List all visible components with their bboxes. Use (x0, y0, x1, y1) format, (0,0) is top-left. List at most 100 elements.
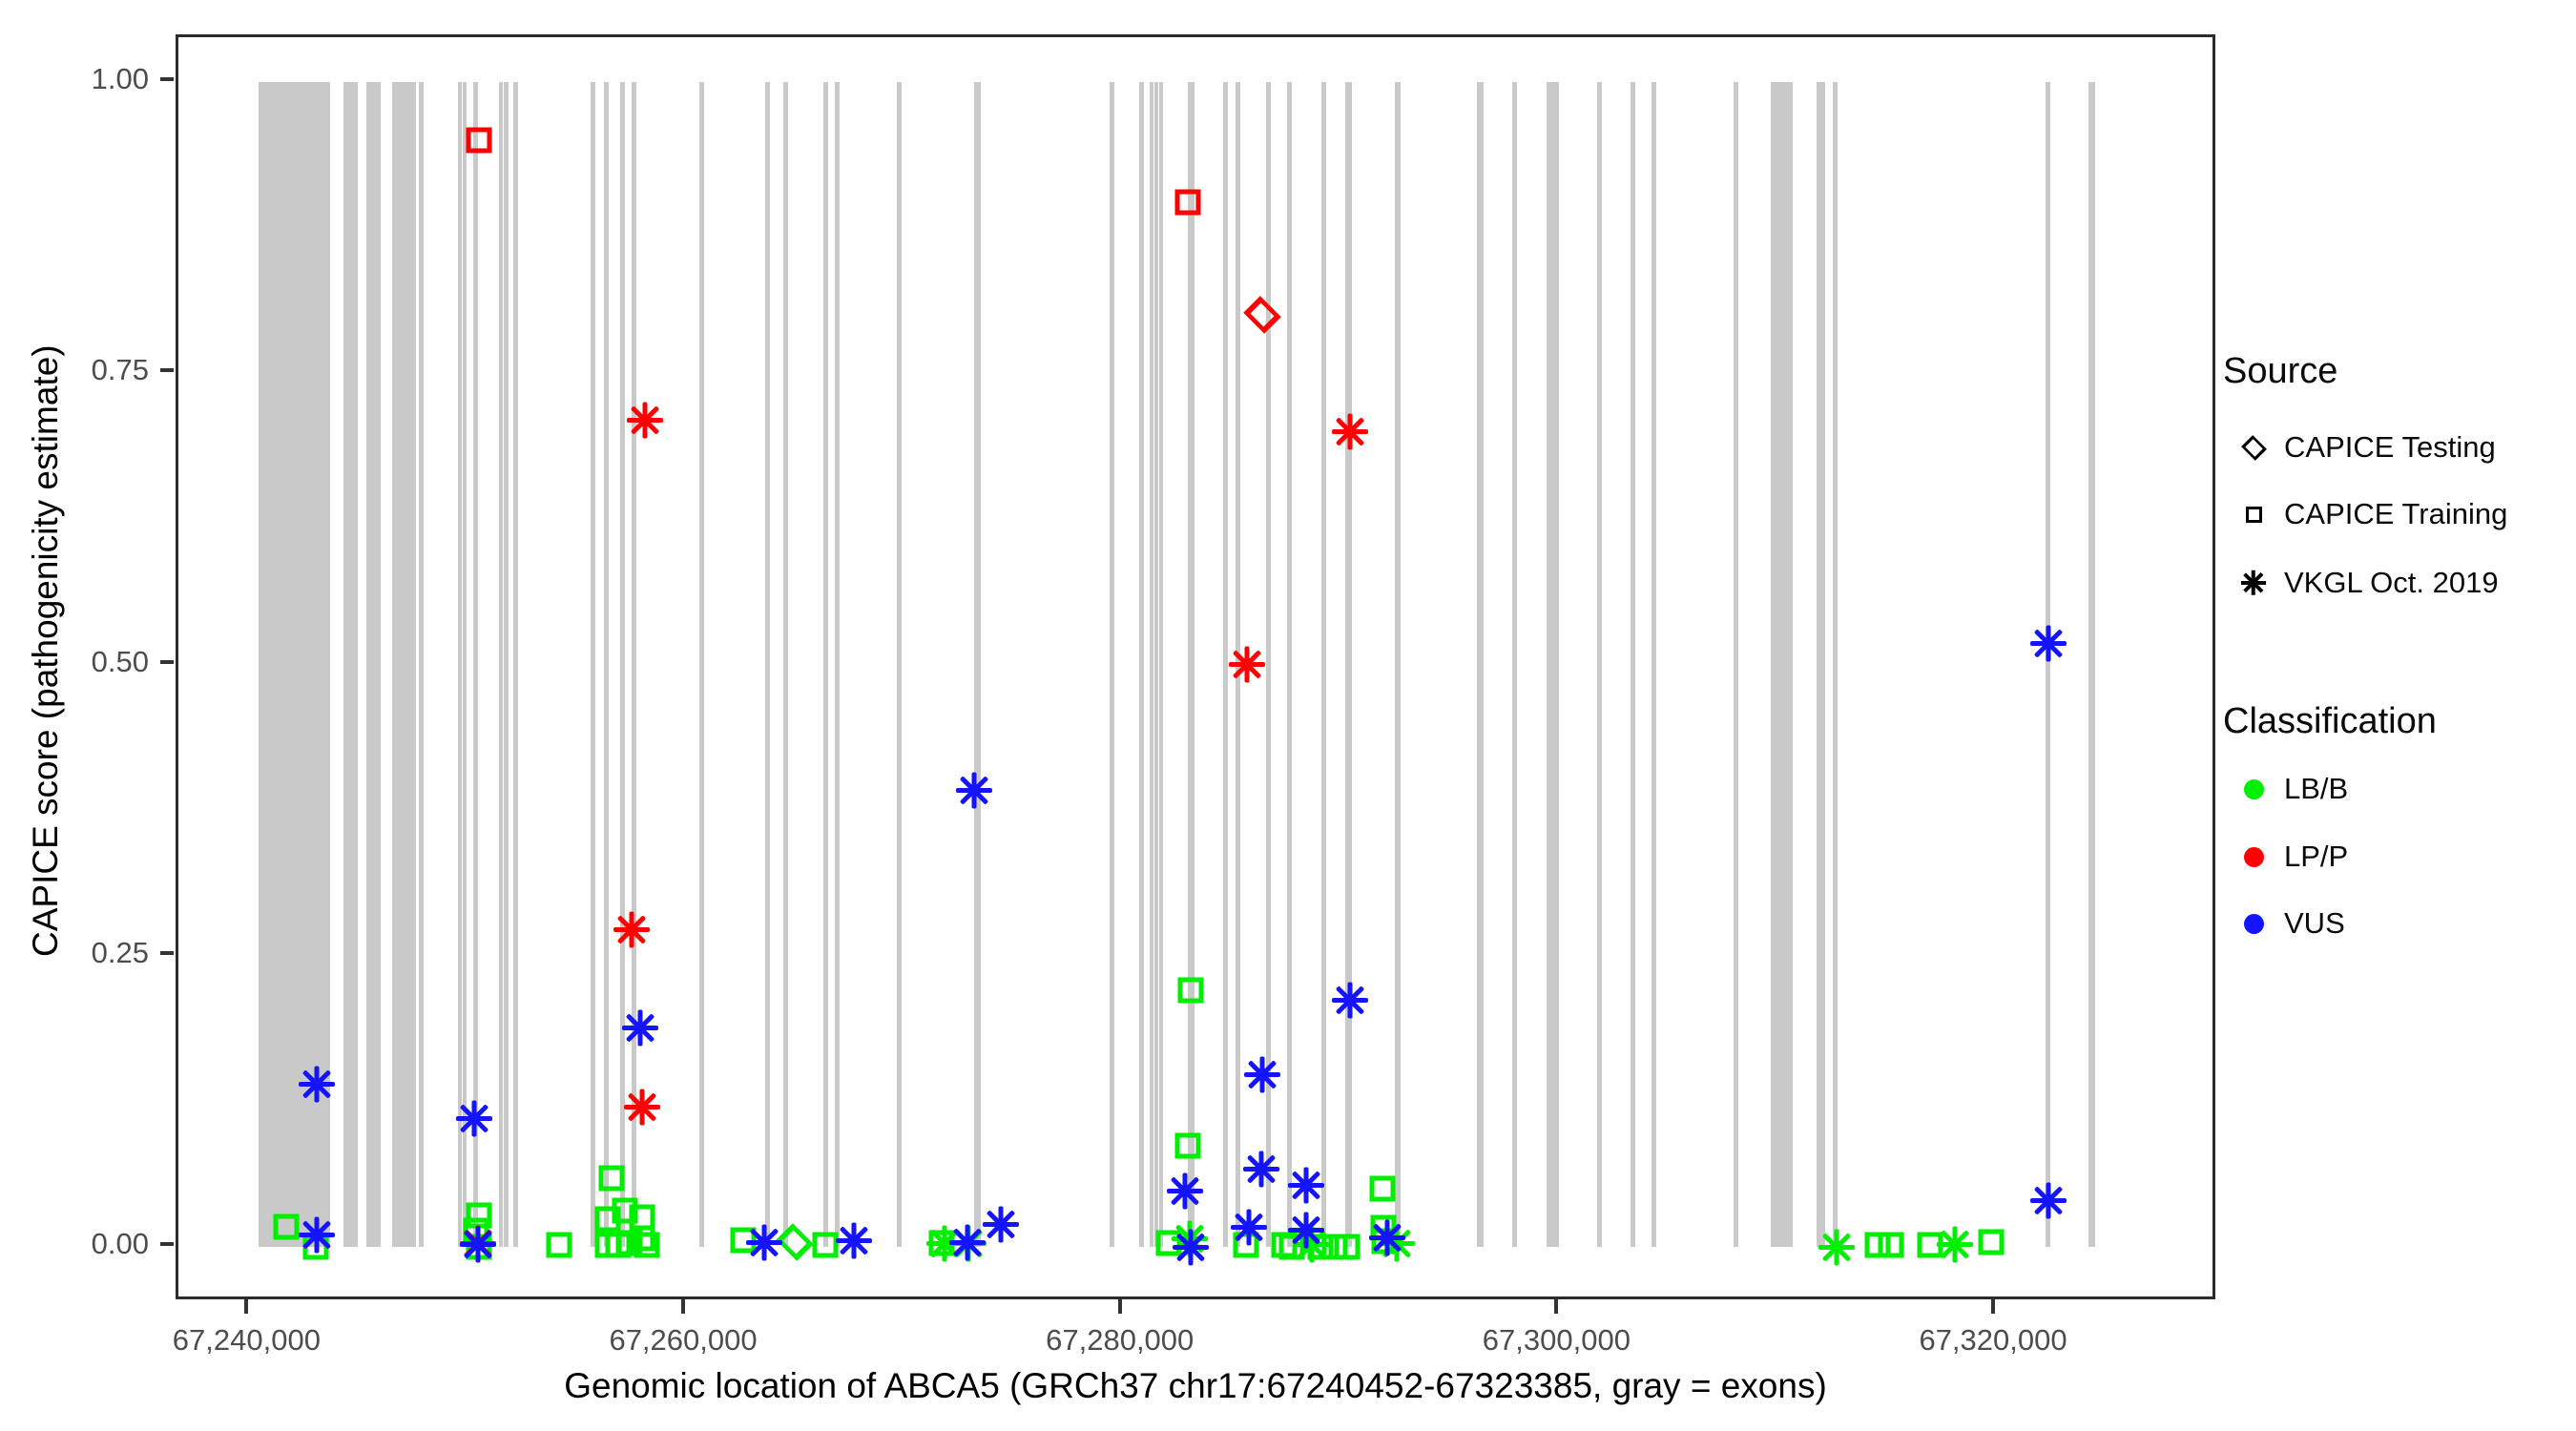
y-axis-tick (160, 368, 174, 373)
exon-band (458, 82, 463, 1247)
data-point-square-LPP (1174, 189, 1201, 216)
data-point-asterisk-LBB (926, 1225, 964, 1262)
legend-item-lb-b: LB/B (2223, 766, 2348, 812)
x-axis-tick (1554, 1299, 1559, 1314)
data-point-square-LBB (612, 1197, 638, 1224)
x-axis-title: Genomic location of ABCA5 (GRCh37 chr17:… (564, 1366, 1827, 1405)
exon-band (258, 82, 330, 1247)
y-axis-tick-label: 0.50 (91, 644, 149, 678)
data-point-asterisk-VUS (299, 1066, 336, 1103)
data-point-square-LBB (1174, 1132, 1201, 1159)
data-point-asterisk-LBB (1936, 1226, 1973, 1263)
exon-band (1817, 82, 1825, 1247)
data-point-square-LBB (1978, 1229, 2005, 1255)
x-axis-tick-label: 67,320,000 (1919, 1323, 2067, 1357)
data-point-asterisk-VUS (1231, 1209, 1268, 1246)
data-point-square-LPP (466, 127, 492, 154)
legend-item-label: LP/P (2284, 840, 2349, 873)
exon-band (1651, 82, 1656, 1247)
exon-band (822, 82, 828, 1247)
data-point-asterisk-VUS (1287, 1212, 1324, 1249)
exon-band (896, 82, 902, 1247)
data-point-asterisk-VUS (746, 1224, 783, 1261)
exon-band (1512, 82, 1518, 1247)
exon-band (419, 82, 424, 1247)
data-point-asterisk-LBB (1818, 1229, 1855, 1265)
exon-band (590, 82, 595, 1247)
dot-icon (2223, 913, 2284, 934)
data-point-square-LBB (1233, 1232, 1259, 1258)
square-icon (2223, 506, 2284, 523)
exon-band (783, 82, 789, 1247)
data-point-square-LBB (629, 1225, 655, 1252)
exon-band (619, 82, 625, 1247)
exon-band (974, 82, 981, 1247)
data-point-asterisk-VUS (459, 1226, 496, 1263)
x-axis-tick-label: 67,240,000 (172, 1323, 321, 1357)
legend-source-title: Source (2223, 351, 2338, 391)
x-axis-tick-label: 67,260,000 (609, 1323, 758, 1357)
exon-band (1771, 82, 1793, 1247)
exon-band (1832, 82, 1838, 1247)
exon-band (463, 82, 467, 1247)
exon-band (1630, 82, 1635, 1247)
data-point-square-LBB (1177, 977, 1204, 1004)
data-point-diamond-LPP (1243, 296, 1281, 334)
dot-icon (2223, 846, 2284, 867)
exon-band (473, 82, 479, 1247)
exon-band (1149, 82, 1153, 1247)
exon-band (1345, 82, 1352, 1247)
data-point-square-LBB (546, 1232, 572, 1258)
data-point-asterisk-VUS (299, 1216, 336, 1254)
data-point-asterisk-VUS (1287, 1167, 1324, 1204)
exon-band (1188, 82, 1195, 1247)
data-point-asterisk-VUS (949, 1224, 987, 1261)
data-point-asterisk-VUS (836, 1222, 873, 1259)
exon-band (513, 82, 519, 1247)
legend-item-label: VKGL Oct. 2019 (2284, 566, 2499, 599)
data-point-square-LBB (1334, 1234, 1361, 1260)
legend-item-label: LB/B (2284, 772, 2349, 805)
legend-item-capice-testing: CAPICE Testing (2223, 425, 2496, 470)
exon-band (1153, 82, 1158, 1247)
data-point-asterisk-VUS (1243, 1151, 1280, 1188)
legend-item-vus: VUS (2223, 901, 2345, 946)
y-axis-tick-label: 0.00 (91, 1227, 149, 1260)
exon-band (2045, 82, 2051, 1247)
exon-band (391, 82, 416, 1247)
legend-classification-title: Classification (2223, 701, 2437, 741)
data-point-asterisk-VUS (1368, 1219, 1405, 1256)
x-axis-tick (681, 1299, 686, 1314)
exon-band (1477, 82, 1484, 1247)
asterisk-icon (2223, 570, 2284, 595)
x-axis-tick-label: 67,300,000 (1482, 1323, 1631, 1357)
data-point-square-LBB (634, 1232, 660, 1258)
legend-item-vkgl-oct-2019: VKGL Oct. 2019 (2223, 560, 2499, 606)
dot-glyph (2243, 913, 2264, 934)
data-point-square-LBB (1369, 1175, 1396, 1202)
asterisk-glyph (2241, 570, 2266, 595)
y-axis-tick (160, 950, 174, 955)
data-point-asterisk-LPP (1331, 413, 1368, 450)
data-point-asterisk-VUS (1244, 1056, 1281, 1093)
exon-band (1596, 82, 1602, 1247)
data-point-asterisk-VUS (2029, 1182, 2067, 1219)
data-point-square-LBB (598, 1165, 625, 1192)
legend-item-capice-training: CAPICE Training (2223, 491, 2507, 537)
exon-band (765, 82, 771, 1247)
exon-band (2088, 82, 2095, 1247)
y-axis-tick (160, 1242, 174, 1246)
data-point-asterisk-LPP (613, 911, 650, 948)
data-point-square-LBB (1864, 1232, 1891, 1258)
data-point-asterisk-VUS (956, 772, 993, 809)
y-axis-tick (160, 77, 174, 81)
data-point-square-LBB (273, 1213, 300, 1240)
data-point-asterisk-LBB (1293, 1226, 1330, 1263)
exon-band (1733, 82, 1739, 1247)
y-axis-tick (160, 659, 174, 664)
exon-band (603, 82, 609, 1247)
exon-band (698, 82, 705, 1247)
dot-glyph (2243, 778, 2264, 799)
diamond-icon (2223, 434, 2284, 461)
